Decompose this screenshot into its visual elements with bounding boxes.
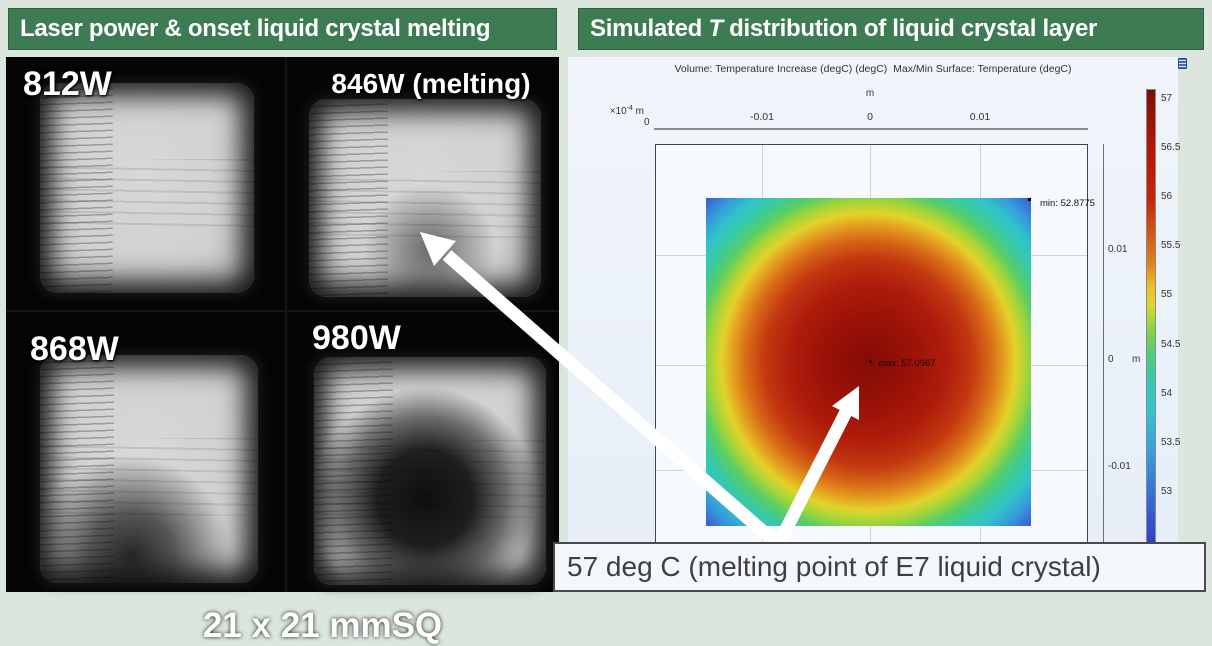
- right-title-emphasis: T: [708, 15, 723, 42]
- colorbar-tick: 56: [1161, 191, 1173, 202]
- x-tick-001: 0.01: [969, 111, 991, 123]
- colorbar-tick: 54.5: [1161, 339, 1181, 350]
- right-axis-line: [1103, 144, 1104, 543]
- min-point-marker: [1028, 198, 1031, 201]
- right-tick-0: 0: [1108, 354, 1114, 365]
- top-axis-unit: m: [865, 88, 875, 99]
- min-annotation: min: 52.8775: [1040, 198, 1095, 209]
- y-scale-exponent: -4: [626, 105, 633, 112]
- quadrant-divider-vertical: [285, 57, 287, 592]
- sample-image-868w: [40, 355, 258, 583]
- x-tick-neg001: -0.01: [750, 111, 774, 123]
- colorbar-tick: 54: [1161, 388, 1173, 399]
- plot-frame: max: 57.0967 min: 52.8775: [655, 144, 1095, 543]
- power-label-812w: 812W: [23, 65, 112, 103]
- colorbar-tick: 57: [1161, 93, 1173, 104]
- right-title-prefix: Simulated: [590, 15, 709, 42]
- y-axis-zero-label: 0: [644, 117, 650, 128]
- colorbar-tick: 53.5: [1161, 437, 1181, 448]
- sample-image-846w: [309, 99, 541, 297]
- melting-spot-846w: [309, 99, 541, 297]
- y-scale-unit: m: [632, 106, 644, 117]
- right-title-suffix: distribution of liquid crystal layer: [722, 15, 1098, 42]
- right-panel-title: Simulated T distribution of liquid cryst…: [578, 8, 1204, 50]
- colorbar-tick: 56.5: [1161, 142, 1181, 153]
- experiment-image-grid: 812W 846W (melting) 868W 980W 21 x 21 mm…: [6, 57, 559, 645]
- right-axis-unit: m: [1132, 354, 1141, 365]
- simulation-panel: Volume: Temperature Increase (degC) (deg…: [568, 57, 1181, 592]
- colorbar-tick: 55: [1161, 289, 1173, 300]
- plot-header: Volume: Temperature Increase (degC) (deg…: [674, 63, 1072, 75]
- window-icon[interactable]: [1178, 58, 1187, 69]
- max-point-marker: [869, 360, 872, 363]
- colorbar-tick: 55.5: [1161, 240, 1181, 251]
- sample-image-980w: [314, 357, 546, 585]
- right-tick-001: 0.01: [1108, 244, 1128, 255]
- quadrant-divider-horizontal: [6, 310, 559, 312]
- melting-spot-868w: [40, 355, 258, 583]
- y-axis-scale: ×10-4 m: [588, 105, 644, 117]
- right-tick-neg001: -0.01: [1108, 461, 1131, 472]
- melting-point-callout: 57 deg C (melting point of E7 liquid cry…: [553, 542, 1206, 592]
- left-panel-title: Laser power & onset liquid crystal melti…: [8, 8, 557, 50]
- power-label-980w: 980W: [312, 319, 401, 357]
- temperature-heatmap: max: 57.0967: [706, 198, 1031, 526]
- temperature-colorbar: [1146, 89, 1156, 549]
- sample-image-812w: [40, 83, 254, 293]
- x-tick-0: 0: [867, 111, 873, 123]
- melting-spot-980w: [314, 357, 546, 585]
- max-annotation: max: 57.0967: [878, 358, 936, 369]
- power-label-868w: 868W: [30, 330, 119, 368]
- top-axis-line: [654, 128, 1088, 130]
- scale-caption: 21 x 21 mmSQ: [202, 606, 443, 645]
- y-scale-mantissa: ×10: [609, 106, 627, 117]
- power-label-846w: 846W (melting): [331, 68, 531, 99]
- colorbar-tick: 53: [1161, 486, 1173, 497]
